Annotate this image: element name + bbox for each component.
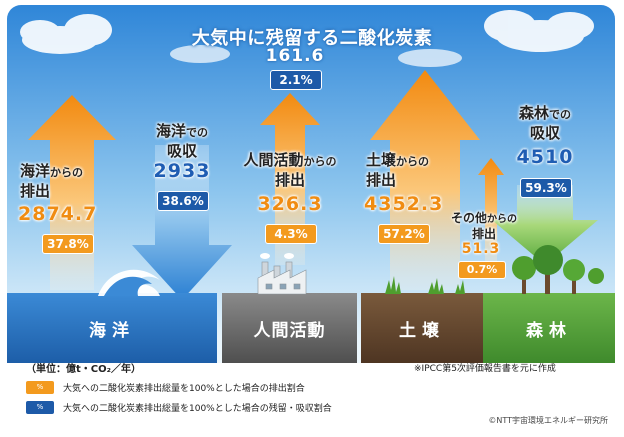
human-emission-arrow [260,93,320,265]
other-emission-value: 51.3 [461,241,501,257]
ground-soil [361,293,483,363]
forest-absorption-label: 森林での 吸収 [518,104,571,142]
atmosphere-value: 161.6 [265,46,325,66]
human-emission-label: 人間活動からの 排出 [243,151,337,189]
ground-label-ocean: 海洋 [89,321,135,341]
cloud-left [20,14,112,54]
ocean-emission-value: 2874.7 [18,203,98,225]
factory-icon [257,253,307,295]
other-emission-label: その他からの 排出 [450,211,517,241]
ocean-emission-pct-badge: 37.8% [42,234,94,254]
human-emission-value: 326.3 [257,193,323,215]
trees-icon [512,245,604,294]
atmosphere-pct-badge: 2.1% [270,70,322,90]
legend-text-absorption: 大気への二酸化炭素排出総量を100%とした場合の残留・吸収割合 [63,404,332,414]
cloud-mid [170,45,462,67]
soil-emission-label: 土壌からの 排出 [366,151,430,189]
source-note: ※IPCC第5次評価報告書を元に作成 [414,364,556,374]
other-emission-pct-badge: 0.7% [458,261,506,279]
legend-absorption: % 大気への二酸化炭素排出総量を100%とした場合の残留・吸収割合 [26,401,332,414]
ground-label-soil: 土壌 [399,321,445,341]
ocean-absorption-label: 海洋での 吸収 [155,122,208,160]
copyright: ©NTT宇宙環境エネルギー研究所 [488,416,608,425]
ocean-absorption-value: 2933 [153,160,211,182]
other-emission-arrow [478,158,504,270]
ground-forest [483,293,615,363]
grass-icon [385,276,465,294]
ground-ocean [7,293,217,363]
ground-human [222,293,357,363]
soil-emission-value: 4352.3 [364,193,444,215]
ground-label-human: 人間活動 [253,321,326,341]
human-emission-pct-badge: 4.3% [265,224,317,244]
legend-text-emission: 大気への二酸化炭素排出総量を100%とした場合の排出割合 [63,384,305,394]
ground-label-forest: 森林 [526,321,572,341]
ocean-absorption-arrow [132,145,232,300]
legend-swatch-orange: % [26,381,54,394]
ocean-emission-label: 海洋からの 排出 [20,162,84,200]
soil-emission-pct-badge: 57.2% [378,224,430,244]
legend-swatch-blue: % [26,401,54,414]
legend-emission: % 大気への二酸化炭素排出総量を100%とした場合の排出割合 [26,381,305,394]
cloud-right [484,10,594,52]
forest-absorption-pct-badge: 59.3% [520,178,572,198]
ocean-absorption-pct-badge: 38.6% [157,191,209,211]
unit-label: （単位：億t・CO₂／年） [26,364,141,375]
forest-absorption-arrow [492,185,598,265]
forest-absorption-value: 4510 [516,146,574,168]
diagram-title: 大気中に残留する二酸化炭素 [191,28,433,49]
